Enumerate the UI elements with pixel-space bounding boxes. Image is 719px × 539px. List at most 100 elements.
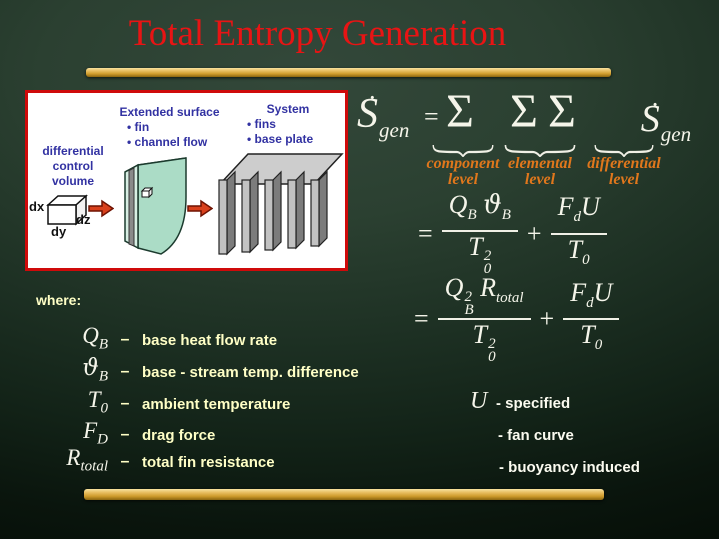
f-symbol: F [570, 277, 587, 307]
dash: – [120, 426, 130, 444]
extended-surface-label: Extended surface [119, 105, 220, 119]
sigma-component: Σ [446, 85, 474, 138]
control-volume-line-1: differential [42, 144, 104, 158]
page-title: Total Entropy Generation [128, 13, 507, 54]
theta-symbol: ϑ [483, 190, 502, 220]
t-subscript: 0 [483, 261, 492, 278]
definition-row: QB – base heat flow rate [28, 324, 277, 357]
definition-row: T0 – ambient temperature [28, 387, 291, 421]
symbol: ϑ [82, 355, 99, 381]
sum-equation-rhs: · Sgen [641, 90, 692, 151]
fraction: FdU T0 [550, 192, 607, 273]
equals-sign: = [414, 304, 429, 333]
level-word: level [524, 171, 556, 188]
gen-subscript: gen [379, 118, 410, 142]
t-symbol: T [567, 234, 583, 264]
dz-axis-label: dz [76, 212, 91, 227]
plus-sign: + [539, 304, 555, 333]
q-symbol: Q [448, 190, 468, 219]
entropy-symbol: S [640, 98, 660, 140]
definition-row: ϑB – base - stream temp. difference [28, 355, 358, 389]
q-symbol: Q [444, 273, 464, 302]
definition-text: drag force [142, 426, 216, 444]
t-symbol: T [472, 320, 488, 349]
elemental-level-label: elemental level [504, 156, 576, 188]
dash: – [120, 363, 130, 381]
definition-text: ambient temperature [142, 395, 291, 413]
r-symbol: R [480, 273, 497, 302]
control-volume-cube-illustration [46, 194, 88, 226]
control-volume-label: differential control volume [30, 144, 116, 189]
underbrace [504, 144, 576, 157]
theta-subscript: B [501, 207, 511, 224]
u-fan-curve-label: - fan curve [498, 427, 574, 444]
dash: – [120, 395, 130, 413]
arrow-right-icon [187, 199, 213, 218]
fins-bullet-label: • fins [247, 117, 276, 131]
dot-overscript: · [650, 90, 660, 119]
q-superscript: 2 [464, 289, 472, 305]
diagram-panel: Extended surface • fin • channel flow Sy… [25, 90, 348, 271]
base-plate-bullet-label: • base plate [247, 132, 314, 146]
t-symbol: T [468, 232, 483, 262]
system-label: System [266, 102, 310, 116]
dx-axis-label: dx [29, 199, 45, 214]
u-buoyancy-label: - buoyancy induced [499, 459, 640, 476]
dash: – [120, 453, 130, 471]
level-word: level [608, 171, 640, 188]
u-symbol: U [580, 192, 600, 222]
gen-subscript: gen [660, 122, 692, 146]
equals-sign: = [418, 218, 433, 248]
sum-equation-lhs: · Sgen [357, 83, 410, 148]
f-subscript: d [573, 209, 581, 226]
u-symbol: U [593, 277, 613, 307]
t-subscript: 0 [594, 337, 603, 354]
plus-sign: + [526, 218, 542, 248]
q-subscript: B [467, 207, 477, 224]
dash: – [120, 331, 130, 349]
control-volume-line-2: control [52, 159, 94, 173]
sigma-differential: Σ [548, 85, 576, 138]
sigma-elemental: Σ [510, 85, 538, 138]
differential-level-label: differential level [583, 156, 665, 188]
footer-divider-bar [84, 489, 604, 500]
symbol-subscript: D [97, 431, 108, 448]
definition-text: base heat flow rate [142, 331, 278, 349]
control-volume-line-3: volume [51, 174, 94, 188]
level-word: elemental [508, 155, 572, 172]
equals-sign: = [424, 102, 439, 131]
fraction: FdU T0 [563, 277, 620, 359]
definition-row: Rtotal – total fin resistance [28, 446, 274, 479]
level-word: level [447, 171, 479, 188]
symbol: Q [82, 323, 99, 348]
fin-illustration [124, 157, 187, 255]
component-level-label: component level [417, 156, 509, 188]
f-subscript: d [586, 295, 594, 311]
symbol-subscript: total [80, 458, 108, 475]
symbol-subscript: B [98, 336, 108, 353]
where-heading: where: [36, 292, 82, 308]
arrow-right-icon [88, 199, 114, 218]
f-symbol: F [557, 192, 574, 222]
entropy-symbol: S [357, 91, 378, 137]
symbol: T [87, 387, 101, 412]
u-symbol: U [470, 388, 488, 414]
t-symbol: T [580, 320, 595, 349]
channel-flow-bullet-label: • channel flow [127, 135, 208, 149]
symbol: F [83, 418, 98, 443]
symbol-subscript: B [98, 368, 108, 385]
underbrace [594, 144, 654, 157]
title-divider-bar [86, 68, 611, 77]
fin-bullet-label: • fin [127, 120, 150, 134]
q-subscript: B [464, 302, 474, 318]
t-subscript: 0 [582, 251, 590, 268]
underbrace [432, 144, 494, 157]
t-superscript: 2 [488, 336, 496, 352]
dot-overscript: · [368, 83, 377, 112]
t-subscript: 0 [488, 349, 496, 365]
